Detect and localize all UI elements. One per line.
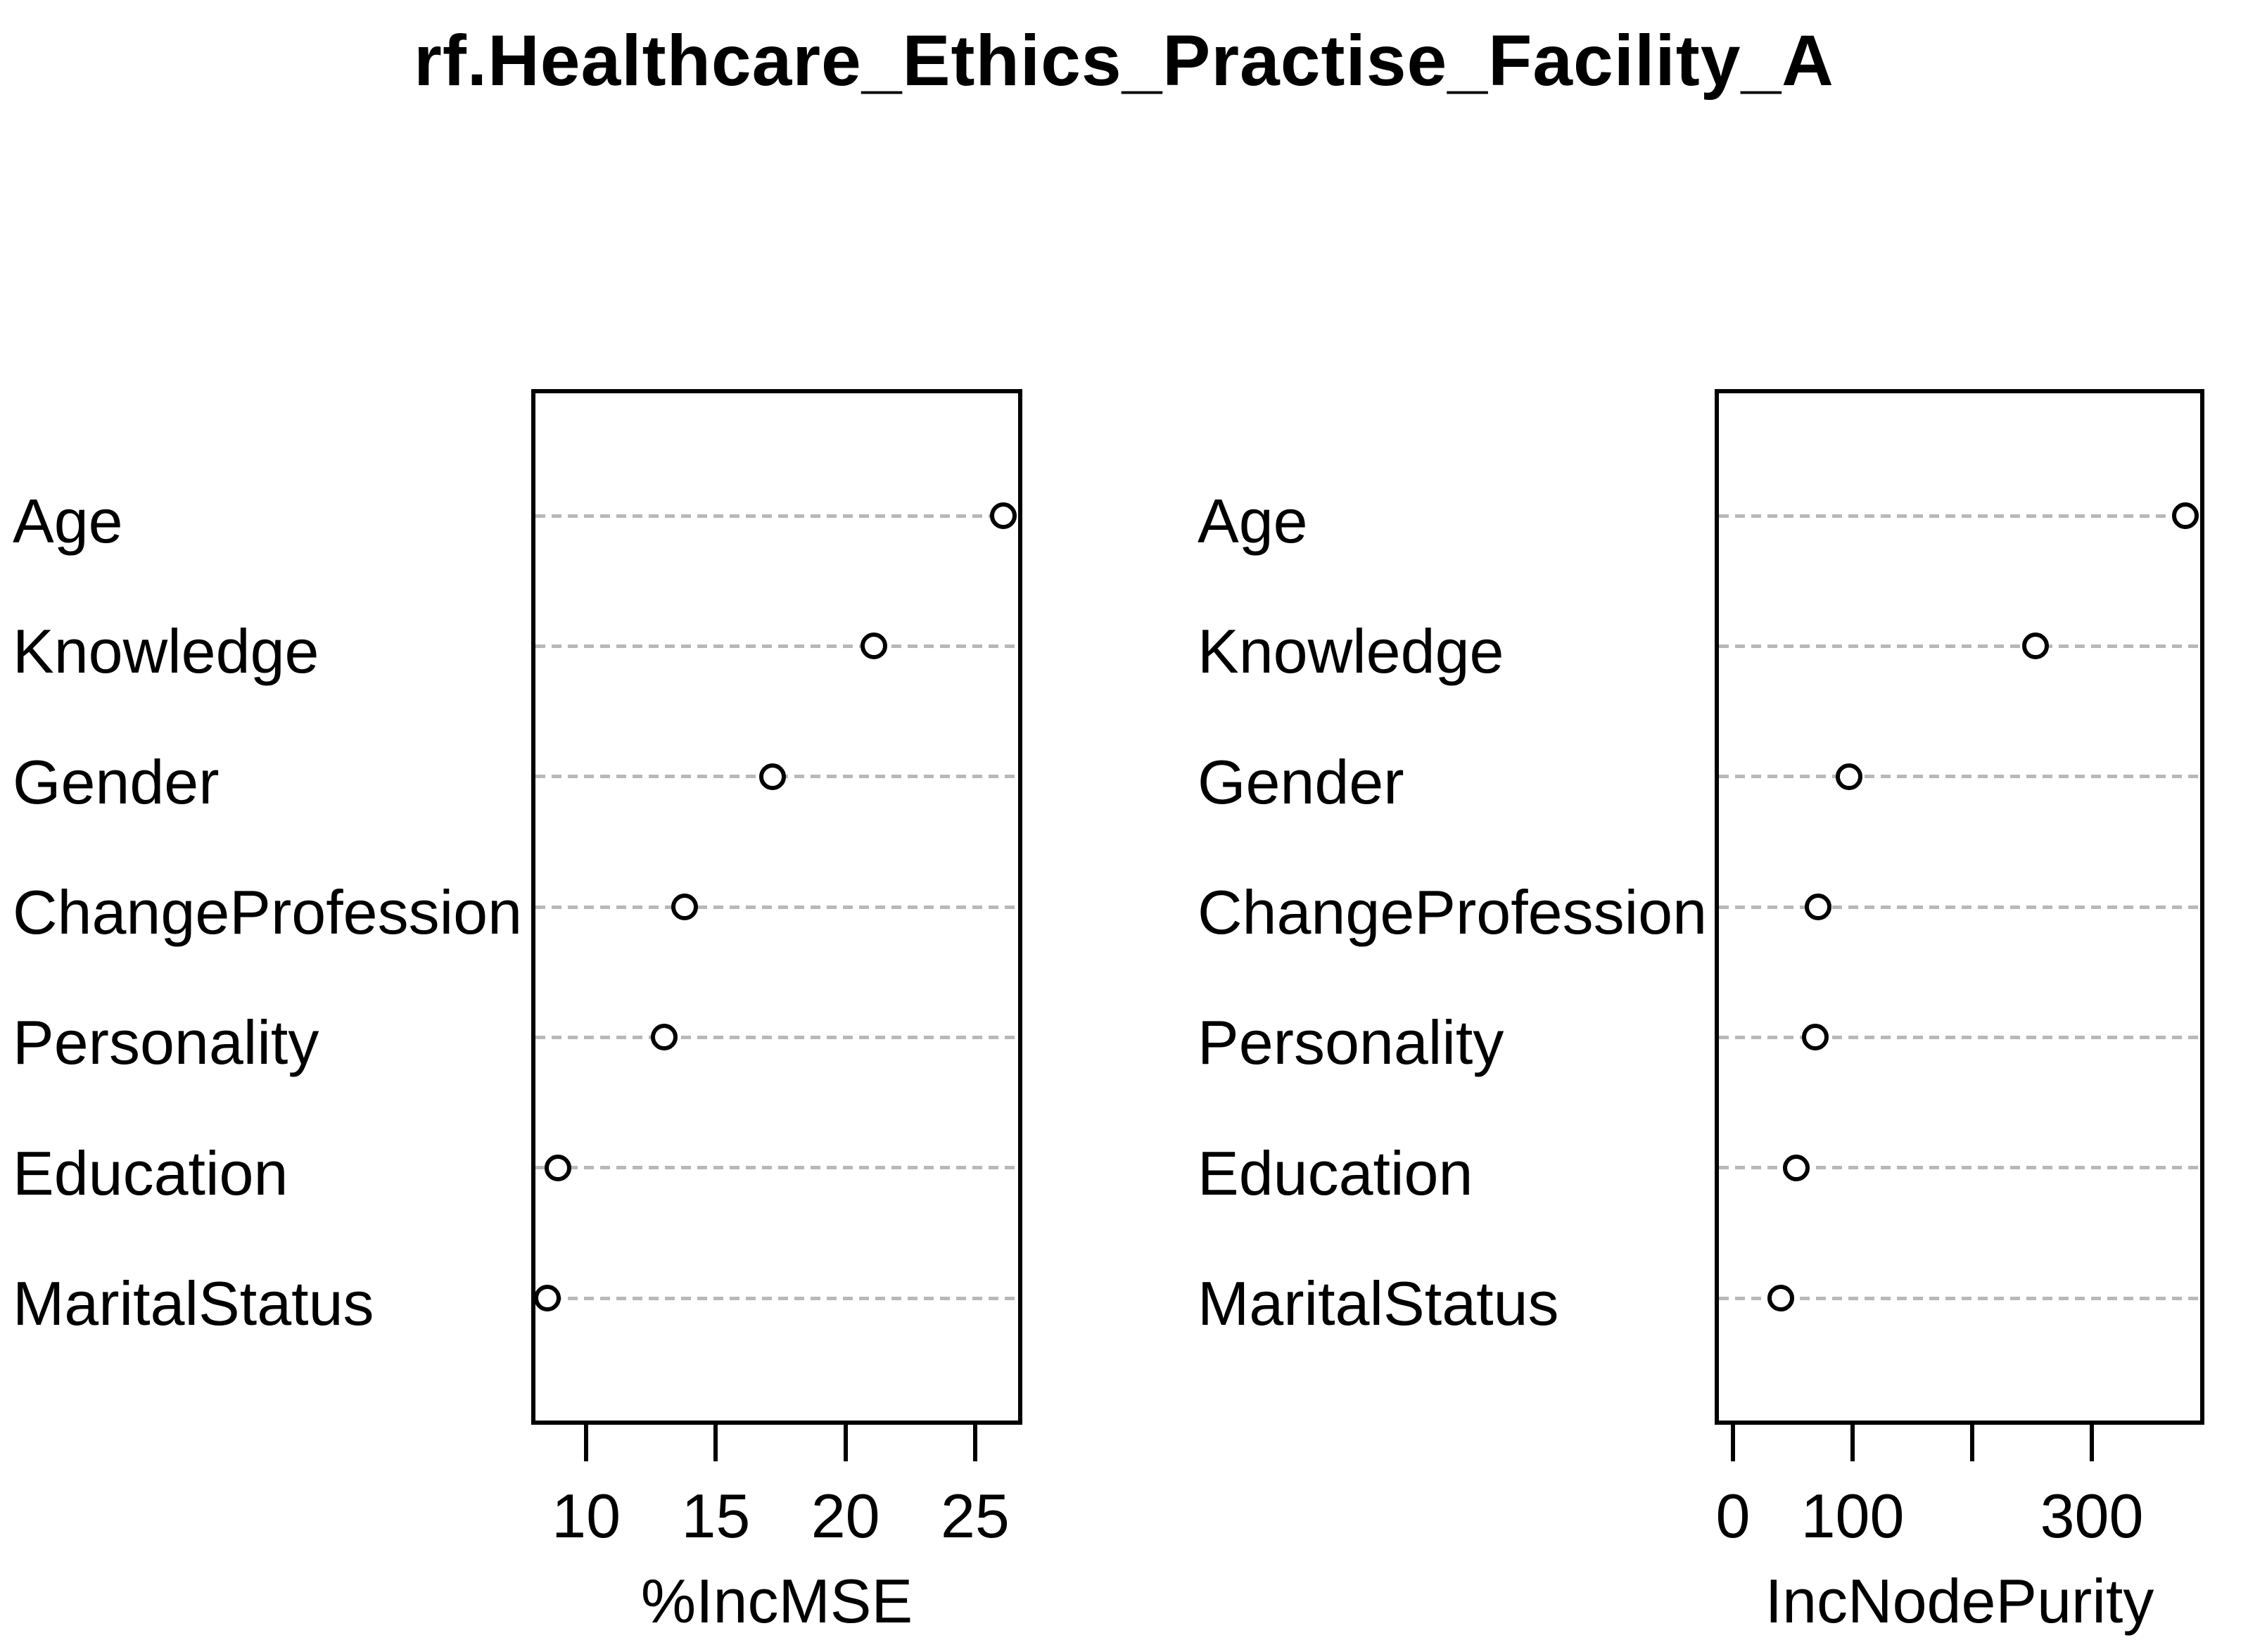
gridline-right [1719,1166,2200,1170]
x-axis-tick-label-right: 100 [1801,1481,1905,1551]
data-point-left-Age [990,502,1017,529]
row-label-right-Knowledge: Knowledge [1198,616,1504,687]
x-axis-tick-right [1970,1425,1975,1461]
data-point-left-Gender [759,763,787,790]
row-label-left-Gender: Gender [13,746,220,817]
data-point-left-Education [544,1154,571,1181]
data-point-right-ChangeProfession [1804,894,1831,920]
x-axis-tick-label-left: 10 [552,1481,621,1551]
x-axis-tick-label-right: 0 [1715,1481,1751,1551]
row-label-right-Personality: Personality [1198,1008,1504,1078]
data-point-left-Knowledge [861,633,888,660]
row-label-left-Age: Age [13,486,123,556]
data-point-left-Personality [650,1024,678,1051]
x-axis-tick-label-left: 20 [811,1481,880,1551]
gridline-left [535,514,1018,518]
gridline-right [1719,1296,2200,1300]
x-axis-tick-right [1850,1425,1855,1461]
x-axis-tick-label-right: 300 [2040,1481,2144,1551]
row-label-right-Gender: Gender [1198,746,1404,817]
x-axis-tick-left [972,1425,977,1461]
gridline-right [1719,1035,2200,1039]
data-point-right-Age [2171,502,2199,529]
x-axis-tick-left [843,1425,848,1461]
row-label-left-Knowledge: Knowledge [13,616,319,687]
data-point-right-Personality [1802,1024,1829,1051]
data-point-right-MaritalStatus [1767,1285,1794,1311]
row-label-left-Personality: Personality [13,1008,319,1078]
data-point-right-Knowledge [2022,633,2050,660]
gridline-right [1719,775,2200,779]
gridline-right [1719,514,2200,518]
gridline-left [535,905,1018,909]
row-label-left-Education: Education [13,1138,288,1208]
x-axis-tick-label-left: 15 [681,1481,751,1551]
x-axis-tick-left [584,1425,589,1461]
x-axis-tick-right [2090,1425,2095,1461]
data-point-right-Education [1783,1154,1810,1181]
x-axis-label-right: IncNodePurity [1765,1566,2154,1636]
row-label-right-Education: Education [1198,1138,1473,1208]
row-label-right-Age: Age [1198,486,1308,556]
data-point-left-MaritalStatus [533,1285,561,1311]
gridline-right [1719,644,2200,648]
gridline-left [535,644,1018,648]
row-label-right-ChangeProfession: ChangeProfession [1198,877,1708,947]
data-point-right-Gender [1835,763,1862,790]
gridline-left [535,1166,1018,1170]
data-point-left-ChangeProfession [671,894,699,920]
gridline-left [535,1035,1018,1039]
chart-title: rf.Healthcare_Ethics_Practise_Facility_A [414,20,1834,101]
x-axis-tick-left [713,1425,718,1461]
row-label-left-ChangeProfession: ChangeProfession [13,877,523,947]
x-axis-tick-right [1731,1425,1735,1461]
gridline-left [535,1296,1018,1300]
gridline-right [1719,905,2200,909]
x-axis-tick-label-left: 25 [940,1481,1010,1551]
x-axis-label-left: %IncMSE [640,1566,913,1636]
row-label-left-MaritalStatus: MaritalStatus [13,1269,374,1338]
row-label-right-MaritalStatus: MaritalStatus [1198,1269,1559,1338]
